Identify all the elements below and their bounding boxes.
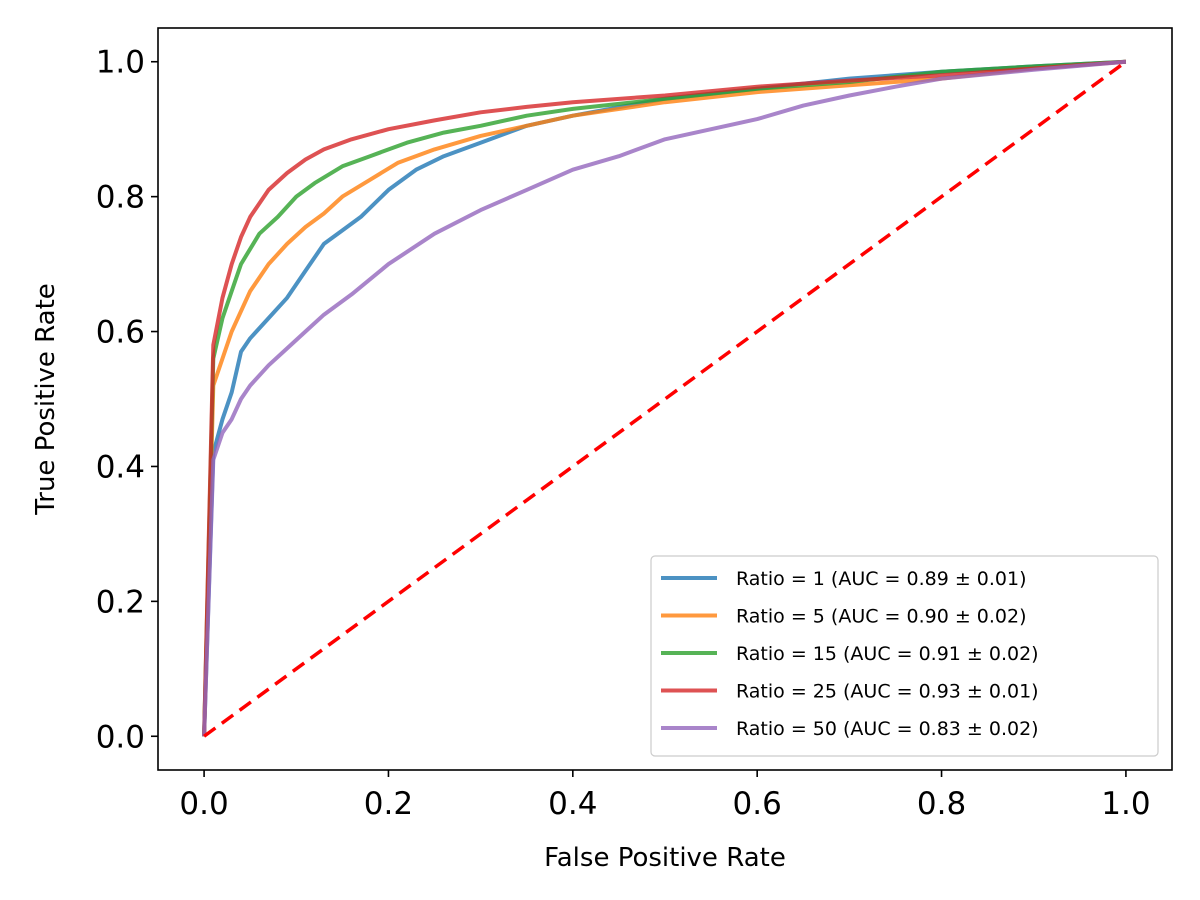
legend-label-2: Ratio = 5 (AUC = 0.90 ± 0.02) xyxy=(736,606,1027,628)
y-tick-label: 0.2 xyxy=(96,584,145,620)
legend-label-4: Ratio = 25 (AUC = 0.93 ± 0.01) xyxy=(736,681,1039,703)
legend-label-3: Ratio = 15 (AUC = 0.91 ± 0.02) xyxy=(736,643,1039,665)
y-tick-label: 0.4 xyxy=(96,449,145,485)
y-tick-label: 0.6 xyxy=(96,315,145,351)
y-axis-label: True Positive Rate xyxy=(31,283,61,516)
legend-label-1: Ratio = 1 (AUC = 0.89 ± 0.01) xyxy=(736,568,1027,590)
plot-frame xyxy=(157,27,1173,771)
y-tick-label: 0.0 xyxy=(96,719,145,755)
legend-label-5: Ratio = 50 (AUC = 0.83 ± 0.02) xyxy=(736,718,1039,740)
legend-box xyxy=(650,555,1159,757)
series-line-4 xyxy=(202,59,1127,737)
x-tick-label: 0.0 xyxy=(179,786,228,822)
x-axis-ticks: 0.0 0.2 0.4 0.6 0.8 1.0 xyxy=(179,770,1151,822)
x-axis-label: False Positive Rate xyxy=(544,843,786,873)
x-tick-label: 0.4 xyxy=(548,786,597,822)
y-tick-label: 1.0 xyxy=(96,45,145,81)
x-tick-label: 0.8 xyxy=(917,786,966,822)
x-tick-label: 0.2 xyxy=(364,786,413,822)
y-axis-ticks: 0.0 0.2 0.4 0.6 0.8 1.0 xyxy=(96,45,158,755)
x-tick-label: 1.0 xyxy=(1101,786,1150,822)
legend-items: Ratio = 1 (AUC = 0.89 ± 0.01) Ratio = 5 (… xyxy=(661,568,1039,740)
series-line-2 xyxy=(202,59,1127,737)
plot-area xyxy=(202,59,1127,738)
legend: Ratio = 1 (AUC = 0.89 ± 0.01) Ratio = 5 (… xyxy=(650,555,1159,757)
y-tick-label: 0.8 xyxy=(96,180,145,216)
x-tick-label: 0.6 xyxy=(733,786,782,822)
chance-diagonal-line xyxy=(203,60,1127,738)
series-line-5 xyxy=(202,59,1127,737)
